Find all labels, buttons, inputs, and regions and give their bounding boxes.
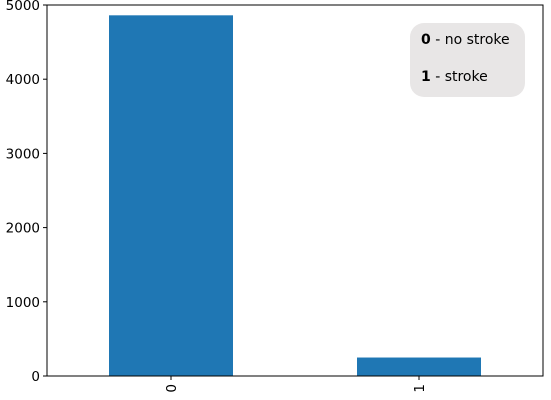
y-tick-label: 3000 <box>6 146 40 162</box>
x-tick-label: 1 <box>412 384 428 393</box>
y-tick-label: 4000 <box>6 72 40 88</box>
legend-annotation-box: 0 - no stroke 1 - stroke <box>410 23 525 97</box>
legend-entry-stroke: 1 - stroke <box>421 69 488 85</box>
y-tick-label: 0 <box>31 369 40 385</box>
y-tick-label: 5000 <box>6 0 40 14</box>
x-tick-label: 0 <box>164 384 180 393</box>
legend-key-0: 0 <box>421 32 431 48</box>
axes-frame <box>46 4 544 377</box>
y-tick-label: 2000 <box>6 221 40 237</box>
bar-0 <box>109 15 233 376</box>
y-tick-label: 1000 <box>6 295 40 311</box>
bars-group <box>109 15 481 376</box>
y-axis-ticks: 0 1000 2000 3000 4000 5000 <box>6 0 47 385</box>
bar-1 <box>357 357 481 376</box>
legend-text-0: - no stroke <box>430 32 510 48</box>
plot-border <box>46 4 544 377</box>
legend-key-1: 1 <box>421 69 431 85</box>
legend-text-1: - stroke <box>430 69 488 85</box>
legend-entry-no-stroke: 0 - no stroke <box>421 32 510 48</box>
